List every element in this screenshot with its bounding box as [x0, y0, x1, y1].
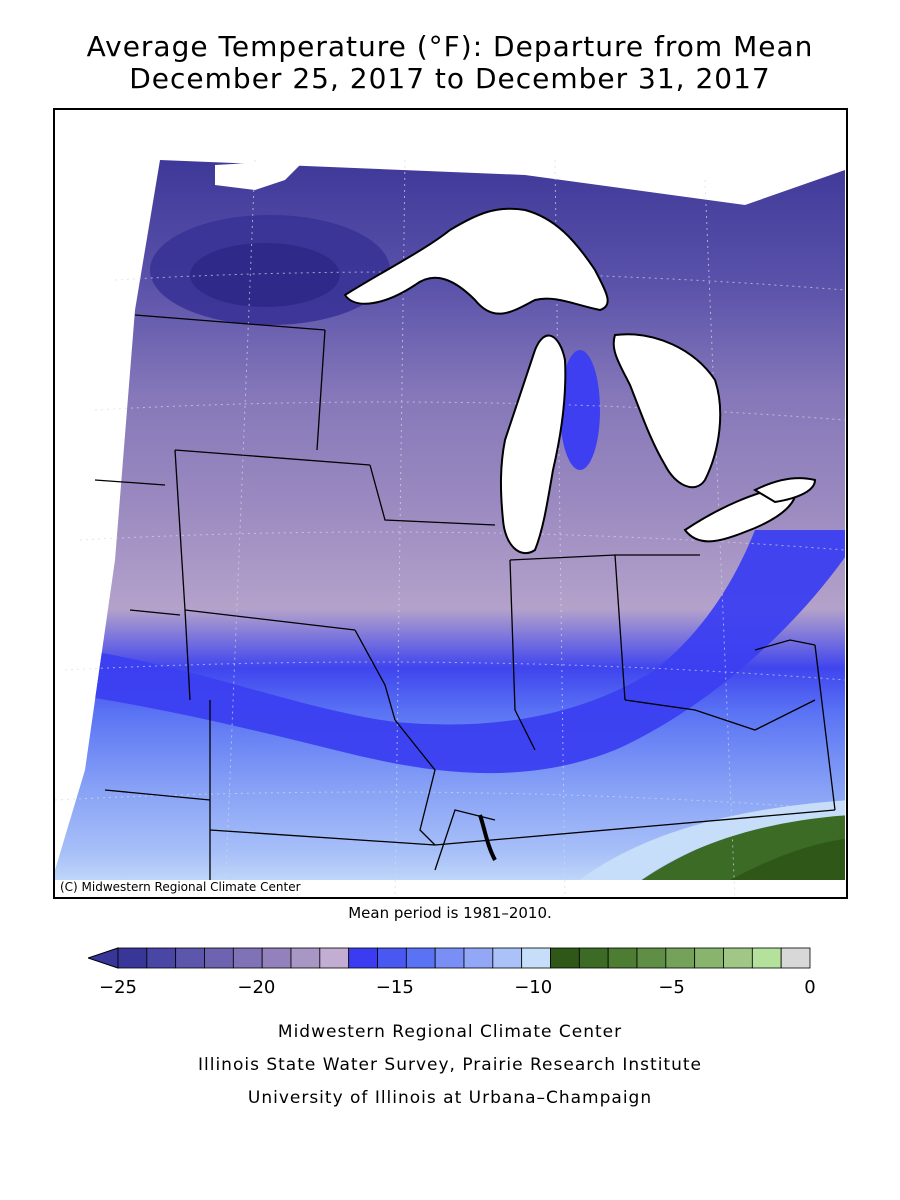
- footer-line-2: Illinois State Water Survey, Prairie Res…: [198, 1055, 702, 1075]
- lake-ontario: [752, 477, 817, 504]
- graticule: [55, 159, 846, 897]
- legend-tick-label: −5: [658, 977, 685, 998]
- legend-tick-label: −15: [375, 977, 414, 998]
- legend-swatch: [550, 947, 580, 969]
- legend-swatch: [290, 947, 321, 969]
- legend-swatch: [723, 947, 753, 969]
- great-lakes: [343, 207, 817, 555]
- legend-swatch: [434, 947, 465, 969]
- legend-swatch: [204, 947, 234, 969]
- legend-swatch: [405, 947, 436, 969]
- legend-swatch: [261, 947, 292, 969]
- color-legend: [88, 947, 811, 969]
- legend-swatch: [578, 947, 609, 969]
- legend-swatch: [377, 947, 407, 969]
- lake-michigan: [499, 334, 567, 555]
- legend-swatch: [521, 947, 551, 969]
- footer-line-1: Midwestern Regional Climate Center: [277, 1022, 623, 1042]
- legend-swatch: [117, 947, 148, 969]
- footer-line-3: University of Illinois at Urbana–Champai…: [247, 1088, 653, 1108]
- lake-superior: [343, 207, 609, 315]
- map-date-range: December 25, 2017 to December 31, 2017: [129, 62, 771, 95]
- legend-swatch: [319, 947, 350, 969]
- legend-swatch: [463, 947, 494, 969]
- map-title: Average Temperature (°F): Departure from…: [86, 30, 814, 63]
- map-panel: [53, 108, 848, 899]
- legend-swatch: [348, 947, 378, 969]
- legend-underflow-arrow: [88, 947, 119, 969]
- legend-swatch: [146, 947, 177, 969]
- legend-swatch: [492, 947, 523, 969]
- legend-tick-label: −20: [237, 977, 276, 998]
- legend-swatch: [694, 947, 724, 969]
- river-marker: [478, 814, 497, 861]
- legend-tick-label: −25: [99, 977, 137, 998]
- legend-swatch: [780, 947, 811, 969]
- legend-tick-label: −10: [514, 977, 553, 998]
- legend-swatch: [636, 947, 667, 969]
- canada-blank: [215, 160, 305, 190]
- temperature-departure-map: [55, 159, 846, 897]
- legend-swatch: [751, 947, 782, 969]
- legend-swatch: [665, 947, 696, 969]
- mean-period-note: Mean period is 1981–2010.: [348, 904, 552, 922]
- legend-swatch: [175, 947, 205, 969]
- lake-huron: [612, 333, 722, 489]
- legend-swatch: [232, 947, 263, 969]
- legend-swatch: [607, 947, 638, 969]
- legend-tick-label: 0: [804, 977, 816, 998]
- map-copyright: (C) Midwestern Regional Climate Center: [57, 880, 304, 894]
- lake-erie: [683, 483, 797, 543]
